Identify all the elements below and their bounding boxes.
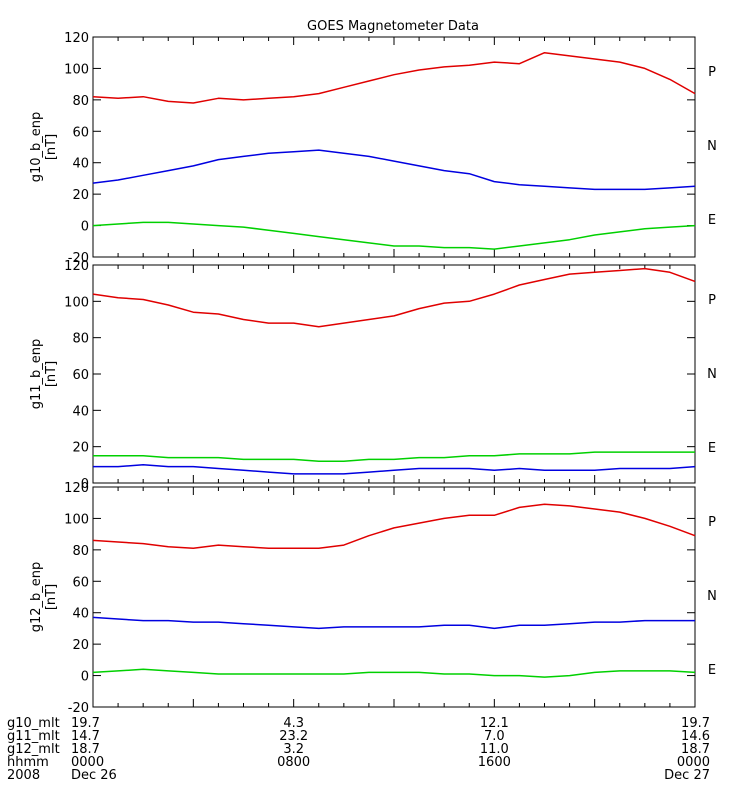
y-tick-label: 40 (72, 404, 89, 419)
footer-table: g10_mltg11_mltg12_mlthhmm200819.714.718.… (7, 716, 710, 783)
footer-cell: 1600 (478, 755, 511, 770)
footer-cell: 12.1 (480, 716, 509, 731)
legend-label-n: N (707, 139, 717, 154)
footer-row-label: g11_mlt (7, 729, 60, 744)
legend-label-n: N (707, 367, 717, 382)
footer-cell: 18.7 (681, 742, 710, 757)
y-tick-label: 100 (64, 512, 89, 527)
y-tick-label: 0 (81, 670, 89, 685)
y-tick-label: -20 (68, 251, 89, 266)
y-tick-label: 20 (72, 188, 89, 203)
series-line-n (92, 616, 695, 630)
chart-title: GOES Magnetometer Data (307, 19, 479, 34)
y-tick-label: 120 (64, 259, 89, 274)
y-tick-label: 20 (72, 638, 89, 653)
y-axis-unit: [nT] (44, 584, 59, 610)
legend-label-p: P (708, 293, 716, 308)
legend-label-p: P (708, 65, 716, 80)
series-line-e (92, 668, 696, 678)
footer-cell: 7.0 (484, 729, 505, 744)
series-line-p (92, 51, 696, 104)
y-tick-label: 0 (81, 477, 89, 492)
footer-cell: 19.7 (681, 716, 710, 731)
y-axis-unit: [nT] (44, 134, 59, 160)
y-tick-label: 80 (72, 544, 89, 559)
footer-row-label: g10_mlt (7, 716, 60, 731)
y-tick-label: -20 (68, 701, 89, 716)
footer-cell: 19.7 (71, 716, 100, 731)
y-tick-label: 120 (64, 31, 89, 46)
footer-cell: 0000 (677, 755, 710, 770)
footer-cell: 14.7 (71, 729, 100, 744)
footer-cell: 14.6 (681, 729, 710, 744)
series-line-n (92, 149, 696, 191)
panel-2: 0 20 40 60 80 100 120 g11_b_enp [nT] P N E (29, 259, 717, 492)
footer-cell: 0000 (71, 755, 104, 770)
footer-cell: 0800 (277, 755, 310, 770)
footer-cell: 11.0 (480, 742, 509, 757)
footer-cell: Dec 27 (664, 768, 710, 783)
series-line-n (93, 451, 695, 462)
panel-1: -20 0 20 40 60 80 100 120 g10_b_enp [nT] P N E (29, 31, 717, 266)
y-tick-label: 0 (81, 220, 89, 235)
legend-label-n: N (707, 589, 717, 604)
y-tick-label: 80 (72, 332, 89, 347)
legend-label-e: E (708, 663, 716, 678)
series-line-e (93, 464, 696, 475)
y-tick-label: 20 (72, 441, 89, 456)
y-tick-label: 60 (72, 125, 89, 140)
series-line-p (92, 503, 696, 550)
y-axis-label: g11_b_enp (29, 339, 44, 410)
y-tick-label: 120 (64, 481, 89, 496)
y-tick-label: 40 (72, 157, 89, 172)
footer-cell: 4.3 (283, 716, 304, 731)
y-tick-label: 40 (72, 607, 89, 622)
series-line-p (92, 267, 696, 328)
footer-cell: 18.7 (71, 742, 100, 757)
y-axis-label: g12_b_enp (29, 562, 44, 633)
y-tick-label: 100 (64, 295, 89, 310)
y-axis-unit: [nT] (44, 361, 59, 387)
panel-3: -20 0 20 40 60 80 100 120 g12_b_enp [nT] P N E (29, 481, 717, 716)
series-line-e (92, 221, 696, 250)
legend-label-e: E (708, 441, 716, 456)
y-tick-label: 60 (72, 368, 89, 383)
y-tick-label: 80 (72, 94, 89, 109)
y-tick-label: 60 (72, 575, 89, 590)
footer-row-label: 2008 (7, 768, 40, 783)
footer-row-label: g12_mlt (7, 742, 60, 757)
legend-label-p: P (708, 515, 716, 530)
panel-frame (92, 264, 696, 484)
y-tick-label: 100 (64, 62, 89, 77)
y-axis-label: g10_b_enp (29, 112, 44, 183)
footer-row-label: hhmm (7, 755, 49, 770)
footer-cell: Dec 26 (71, 768, 117, 783)
panel-frame (92, 486, 696, 708)
legend-label-e: E (708, 213, 716, 228)
footer-cell: 23.2 (279, 729, 308, 744)
footer-cell: 3.2 (283, 742, 304, 757)
